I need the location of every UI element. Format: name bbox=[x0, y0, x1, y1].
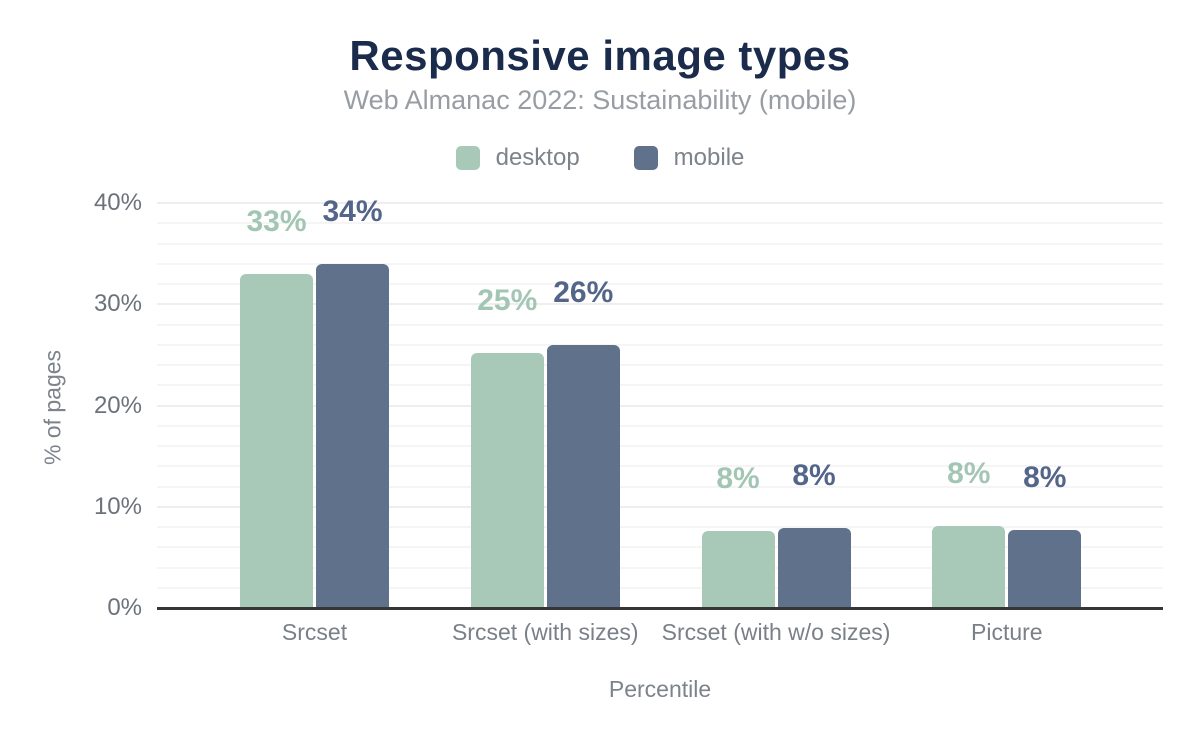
bar-value-label-mobile-3: 8% bbox=[792, 459, 836, 492]
y-tick-label: 40% bbox=[93, 189, 142, 216]
grid-line-major bbox=[157, 202, 1163, 204]
y-tick-label: 20% bbox=[93, 391, 142, 419]
grid-line-minor bbox=[157, 262, 1163, 265]
x-category-label: Picture bbox=[971, 619, 1043, 645]
bar-desktop-1 bbox=[240, 273, 313, 608]
legend-swatch-desktop bbox=[455, 146, 480, 170]
grid-line-minor bbox=[157, 424, 1163, 427]
bar-desktop-2 bbox=[470, 352, 544, 608]
bar-value-label-desktop-1: 33% bbox=[246, 204, 307, 238]
bar-value-label-desktop-4: 8% bbox=[947, 456, 991, 490]
y-tick-label: 0% bbox=[107, 594, 142, 621]
grid-line-minor bbox=[157, 586, 1163, 589]
legend-label-mobile: mobile bbox=[673, 144, 745, 171]
bar-value-label-mobile-2: 26% bbox=[553, 275, 614, 309]
legend-item-desktop: desktop bbox=[455, 144, 580, 171]
grid-line-minor bbox=[157, 283, 1163, 285]
grid-line-minor bbox=[157, 465, 1163, 468]
x-axis-line bbox=[157, 606, 1163, 610]
grid-line-major bbox=[157, 404, 1163, 407]
bar-value-label-desktop-3: 8% bbox=[716, 462, 760, 496]
grid-line-minor bbox=[157, 242, 1163, 245]
legend-label-desktop: desktop bbox=[495, 144, 580, 171]
bar-value-label-desktop-2: 25% bbox=[477, 283, 538, 317]
grid-line-minor bbox=[157, 384, 1163, 387]
y-tick-label: 10% bbox=[93, 492, 142, 520]
legend-swatch-mobile bbox=[633, 146, 658, 170]
grid-line-major bbox=[157, 303, 1163, 306]
bar-mobile-4 bbox=[1008, 530, 1082, 608]
chart-subtitle: Web Almanac 2022: Sustainability (mobile… bbox=[343, 85, 857, 115]
bar-value-label-mobile-1: 34% bbox=[322, 194, 383, 228]
chart-title: Responsive image types bbox=[349, 32, 851, 79]
bar-mobile-1 bbox=[316, 263, 389, 608]
x-category-label: Srcset (with sizes) bbox=[451, 619, 639, 645]
grid-line-minor bbox=[157, 343, 1163, 346]
legend-item-mobile: mobile bbox=[633, 144, 745, 171]
legend: desktop mobile bbox=[0, 144, 1200, 172]
bar-desktop-4 bbox=[932, 525, 1006, 608]
grid-line-minor bbox=[157, 445, 1163, 447]
grid-line-minor bbox=[157, 566, 1163, 569]
bar-value-label-mobile-4: 8% bbox=[1023, 461, 1067, 495]
x-category-label: Srcset (with w/o sizes) bbox=[661, 619, 891, 645]
grid-line-minor bbox=[157, 364, 1163, 366]
bar-desktop-3 bbox=[701, 531, 775, 608]
x-axis-title: Percentile bbox=[608, 676, 712, 702]
grid-line-minor bbox=[157, 485, 1163, 488]
grid-line-minor bbox=[157, 526, 1163, 528]
y-tick-label: 30% bbox=[93, 290, 142, 318]
grid-line-minor bbox=[157, 546, 1163, 549]
grid-line-minor bbox=[157, 222, 1163, 225]
bar-mobile-3 bbox=[777, 528, 851, 608]
bar-mobile-2 bbox=[546, 344, 620, 608]
x-category-label: Srcset bbox=[281, 619, 348, 645]
grid-line-major bbox=[157, 505, 1163, 508]
grid-line-minor bbox=[157, 323, 1163, 326]
